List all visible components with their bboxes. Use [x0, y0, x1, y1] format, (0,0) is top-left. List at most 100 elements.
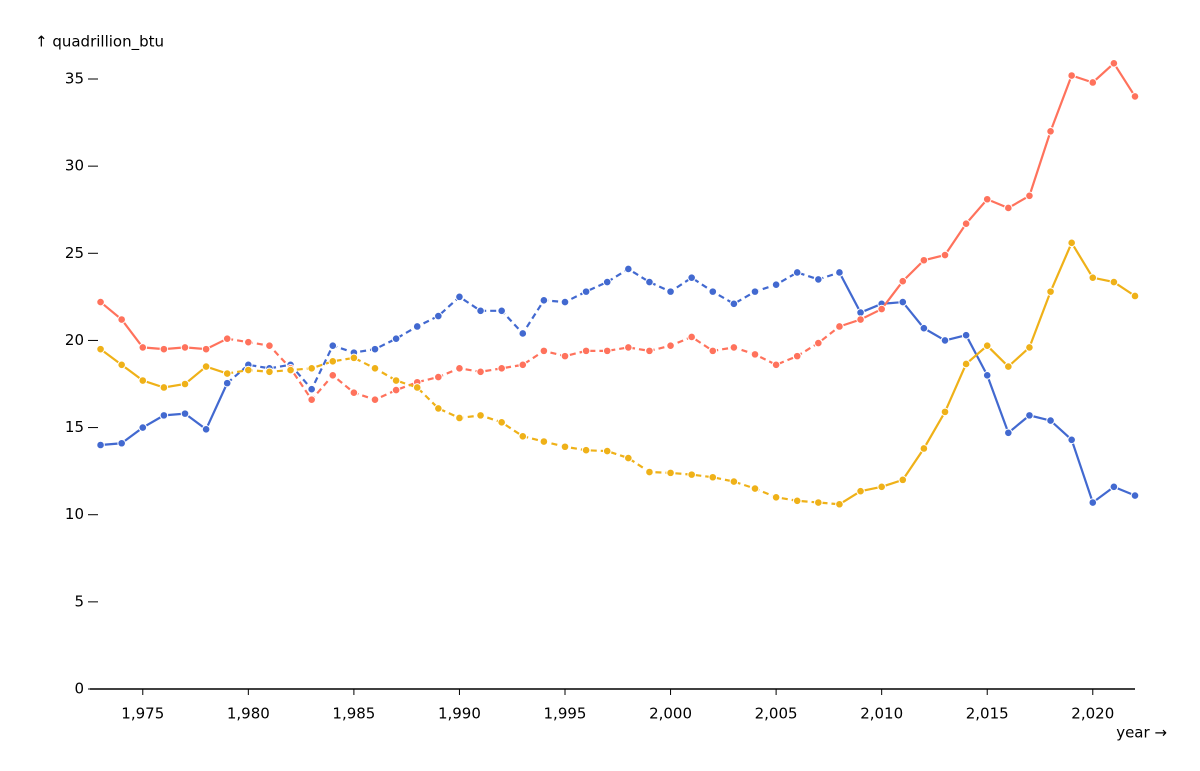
- x-tick-label: 1,975: [121, 705, 164, 723]
- point: [560, 297, 570, 307]
- point: [201, 344, 211, 354]
- y-tick-label: 5: [74, 592, 84, 610]
- point: [877, 304, 886, 314]
- x-tick-label: 1,995: [544, 705, 587, 723]
- point: [328, 357, 338, 366]
- point: [666, 341, 675, 350]
- x-tick-label: 2,015: [966, 705, 1009, 723]
- point: [497, 418, 506, 427]
- point: [1109, 59, 1119, 68]
- y-tick-label: 10: [65, 505, 84, 523]
- point: [1025, 343, 1034, 352]
- point: [581, 445, 591, 455]
- point: [349, 388, 359, 398]
- point: [96, 344, 105, 354]
- point: [835, 322, 844, 331]
- point: [898, 475, 908, 485]
- point: [835, 268, 844, 277]
- point: [645, 346, 654, 356]
- point: [729, 477, 739, 486]
- point: [244, 365, 253, 375]
- point: [961, 330, 971, 340]
- point: [1046, 416, 1055, 425]
- x-tick-label: 2,010: [860, 705, 903, 723]
- point: [222, 334, 232, 343]
- point: [898, 297, 908, 307]
- point: [792, 268, 802, 277]
- point: [138, 423, 148, 432]
- point: [1088, 273, 1098, 282]
- point: [624, 264, 633, 274]
- point: [476, 306, 485, 316]
- point: [286, 365, 295, 375]
- point: [518, 360, 528, 370]
- point: [412, 383, 422, 392]
- point: [1109, 482, 1119, 492]
- point: [328, 370, 338, 380]
- x-tick-label: 2,000: [649, 705, 692, 723]
- point: [940, 336, 950, 345]
- point: [265, 341, 274, 350]
- point: [1067, 71, 1076, 80]
- point: [729, 343, 739, 352]
- point: [602, 346, 612, 356]
- point: [771, 280, 781, 289]
- point: [1004, 428, 1013, 438]
- point: [455, 413, 464, 423]
- point: [138, 376, 148, 385]
- point: [434, 404, 443, 413]
- point: [1130, 92, 1140, 101]
- point: [602, 277, 612, 287]
- point: [117, 315, 126, 324]
- x-tick-label: 1,990: [438, 705, 481, 723]
- point: [771, 360, 781, 370]
- point: [307, 395, 316, 404]
- point: [1130, 491, 1140, 500]
- point: [708, 287, 718, 296]
- point: [455, 364, 464, 373]
- point: [940, 250, 950, 260]
- point: [1109, 277, 1119, 287]
- point: [222, 369, 232, 378]
- point: [624, 343, 633, 352]
- point: [919, 323, 929, 333]
- point: [117, 360, 126, 370]
- point: [856, 315, 865, 324]
- point: [581, 346, 591, 356]
- point: [370, 395, 380, 404]
- point: [1088, 498, 1098, 507]
- y-tick-label: 25: [65, 244, 84, 262]
- point: [982, 370, 992, 380]
- point: [961, 219, 971, 228]
- point: [244, 337, 253, 347]
- y-tick-label: 20: [65, 331, 84, 349]
- point: [391, 376, 401, 385]
- point: [539, 296, 549, 305]
- point: [814, 338, 823, 348]
- point: [581, 287, 591, 296]
- y-tick-label: 0: [74, 680, 84, 698]
- point: [814, 275, 823, 284]
- point: [497, 364, 506, 373]
- point: [602, 446, 612, 456]
- point: [1025, 411, 1034, 420]
- x-tick-label: 1,985: [332, 705, 375, 723]
- point: [814, 498, 823, 507]
- point: [624, 453, 633, 463]
- point: [729, 299, 739, 309]
- point: [307, 384, 316, 394]
- x-axis-label: year →: [1116, 724, 1167, 742]
- point: [201, 425, 211, 434]
- point: [687, 332, 696, 342]
- point: [328, 341, 338, 350]
- point: [708, 346, 718, 356]
- point: [96, 440, 105, 450]
- point: [750, 350, 760, 359]
- x-tick-label: 1,980: [227, 705, 270, 723]
- series-line: [227, 325, 841, 402]
- point: [138, 343, 148, 352]
- point: [708, 472, 718, 482]
- point: [497, 306, 506, 316]
- y-tick-label: 35: [65, 70, 84, 88]
- point: [370, 364, 380, 373]
